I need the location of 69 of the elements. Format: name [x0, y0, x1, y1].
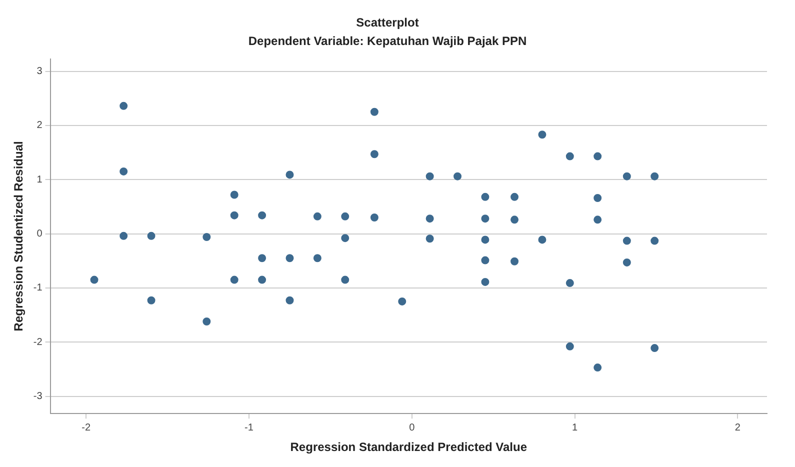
point [481, 236, 490, 244]
point [202, 318, 211, 326]
point [286, 296, 294, 304]
point [313, 254, 322, 262]
point [202, 233, 211, 242]
point [230, 190, 238, 199]
point [650, 344, 659, 352]
point [650, 172, 659, 180]
point [286, 170, 294, 179]
point [286, 254, 294, 262]
point [594, 364, 602, 372]
point [147, 296, 156, 304]
point [426, 214, 434, 223]
x-tick-label: 2 [734, 422, 741, 434]
point [230, 276, 238, 284]
point [426, 234, 434, 243]
point [370, 214, 378, 222]
point [510, 216, 519, 224]
point [120, 167, 128, 176]
point [120, 232, 128, 240]
x-tick-label: 0 [409, 422, 416, 434]
point [566, 152, 574, 160]
y-tick-label: 1 [36, 174, 43, 186]
point [566, 342, 574, 350]
point [622, 236, 631, 245]
point [481, 214, 490, 223]
point [341, 212, 350, 220]
point [120, 102, 128, 110]
point [313, 212, 322, 220]
y-axis-title: Regression Studentized Residual [12, 141, 26, 332]
point [566, 279, 574, 288]
x-tick-label: -1 [244, 422, 254, 434]
point [370, 108, 378, 116]
point [622, 258, 631, 266]
chart-title: Scatterplot [356, 16, 419, 30]
y-tick-label: -1 [33, 282, 43, 294]
x-tick-label: -2 [82, 422, 92, 434]
y-tick-label: -2 [33, 336, 43, 348]
point [594, 216, 602, 224]
point [622, 172, 631, 180]
point [454, 172, 462, 180]
point [594, 194, 602, 202]
point [481, 278, 490, 286]
point [538, 130, 546, 139]
point [258, 276, 266, 284]
point [510, 257, 519, 266]
point [230, 211, 238, 220]
chart-subtitle: Dependent Variable: Kepatuhan Wajib Pajak PPN [248, 34, 527, 48]
y-tick-label: 3 [36, 66, 43, 78]
point [258, 254, 266, 262]
y-tick-label: 0 [36, 228, 43, 240]
point [258, 211, 266, 220]
y-tick-label: -3 [33, 391, 43, 402]
point [398, 297, 406, 306]
point [341, 276, 350, 284]
point [426, 172, 434, 180]
point [481, 192, 490, 201]
point [147, 232, 156, 240]
point [90, 276, 98, 284]
point [370, 150, 378, 158]
point [481, 256, 490, 264]
point [594, 152, 602, 160]
point [538, 236, 546, 244]
x-axis-title: Regression Standardized Predicted Value [290, 440, 528, 454]
point [341, 234, 350, 242]
point [650, 236, 659, 245]
x-tick-label: 1 [572, 422, 578, 434]
point [510, 192, 519, 201]
y-tick-label: 2 [36, 120, 43, 132]
